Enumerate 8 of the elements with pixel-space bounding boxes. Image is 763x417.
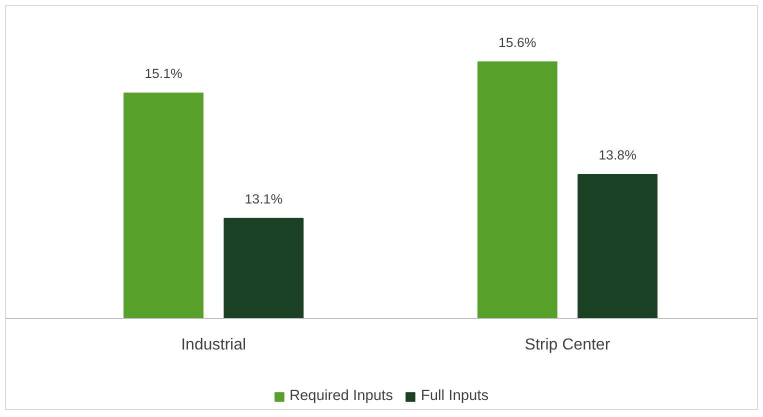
data-label: 13.8% [598, 148, 637, 163]
data-label: 15.1% [144, 66, 183, 82]
legend-label: Required Inputs [289, 388, 393, 404]
data-label: 13.1% [244, 191, 283, 206]
data-label: 15.6% [498, 34, 536, 50]
legend-label: Full Inputs [420, 388, 489, 404]
x-tick-label: Strip Center [524, 336, 611, 354]
x-tick-label: Industrial [181, 336, 246, 354]
